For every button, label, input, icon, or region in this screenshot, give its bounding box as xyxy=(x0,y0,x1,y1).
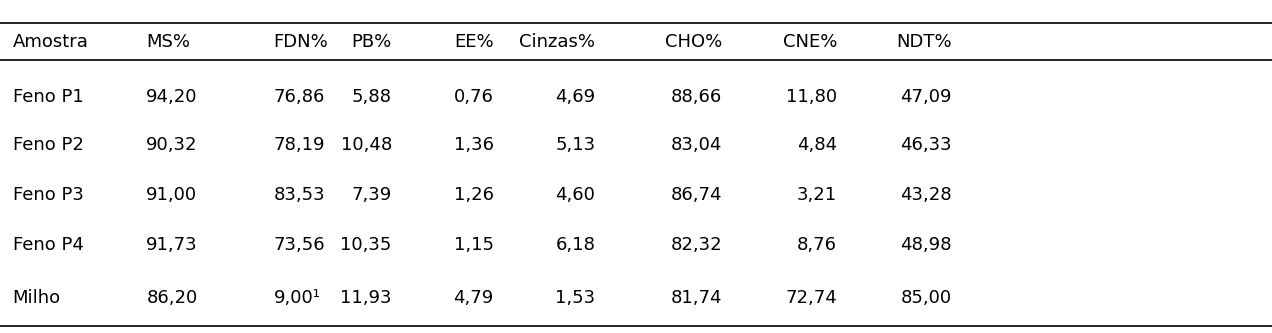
Text: 48,98: 48,98 xyxy=(901,236,951,254)
Text: Milho: Milho xyxy=(13,289,61,307)
Text: PB%: PB% xyxy=(351,33,392,51)
Text: 76,86: 76,86 xyxy=(273,88,324,106)
Text: 0,76: 0,76 xyxy=(454,88,494,106)
Text: 1,15: 1,15 xyxy=(454,236,494,254)
Text: 86,20: 86,20 xyxy=(146,289,197,307)
Text: Amostra: Amostra xyxy=(13,33,89,51)
Text: FDN%: FDN% xyxy=(273,33,328,51)
Text: Feno P1: Feno P1 xyxy=(13,88,84,106)
Text: 83,04: 83,04 xyxy=(672,136,722,154)
Text: Feno P2: Feno P2 xyxy=(13,136,84,154)
Text: 4,69: 4,69 xyxy=(555,88,595,106)
Text: 6,18: 6,18 xyxy=(556,236,595,254)
Text: CHO%: CHO% xyxy=(665,33,722,51)
Text: 1,26: 1,26 xyxy=(454,186,494,204)
Text: Feno P4: Feno P4 xyxy=(13,236,84,254)
Text: 46,33: 46,33 xyxy=(899,136,951,154)
Text: 11,80: 11,80 xyxy=(786,88,837,106)
Text: EE%: EE% xyxy=(454,33,494,51)
Text: NDT%: NDT% xyxy=(895,33,951,51)
Text: 78,19: 78,19 xyxy=(273,136,324,154)
Text: 4,79: 4,79 xyxy=(453,289,494,307)
Text: 10,35: 10,35 xyxy=(341,236,392,254)
Text: MS%: MS% xyxy=(146,33,191,51)
Text: 10,48: 10,48 xyxy=(341,136,392,154)
Text: 83,53: 83,53 xyxy=(273,186,326,204)
Text: 5,13: 5,13 xyxy=(555,136,595,154)
Text: Cinzas%: Cinzas% xyxy=(519,33,595,51)
Text: 72,74: 72,74 xyxy=(785,289,837,307)
Text: 73,56: 73,56 xyxy=(273,236,326,254)
Text: Feno P3: Feno P3 xyxy=(13,186,84,204)
Text: 86,74: 86,74 xyxy=(672,186,722,204)
Text: 85,00: 85,00 xyxy=(901,289,951,307)
Text: 1,53: 1,53 xyxy=(555,289,595,307)
Text: 91,00: 91,00 xyxy=(146,186,197,204)
Text: 1,36: 1,36 xyxy=(454,136,494,154)
Text: 88,66: 88,66 xyxy=(672,88,722,106)
Text: 11,93: 11,93 xyxy=(341,289,392,307)
Text: 4,84: 4,84 xyxy=(796,136,837,154)
Text: 47,09: 47,09 xyxy=(901,88,951,106)
Text: 91,73: 91,73 xyxy=(146,236,198,254)
Text: 94,20: 94,20 xyxy=(146,88,197,106)
Text: 4,60: 4,60 xyxy=(556,186,595,204)
Text: 3,21: 3,21 xyxy=(796,186,837,204)
Text: 90,32: 90,32 xyxy=(146,136,197,154)
Text: 7,39: 7,39 xyxy=(351,186,392,204)
Text: 43,28: 43,28 xyxy=(899,186,951,204)
Text: 9,00¹: 9,00¹ xyxy=(273,289,321,307)
Text: 8,76: 8,76 xyxy=(798,236,837,254)
Text: CNE%: CNE% xyxy=(782,33,837,51)
Text: 81,74: 81,74 xyxy=(672,289,722,307)
Text: 5,88: 5,88 xyxy=(352,88,392,106)
Text: 82,32: 82,32 xyxy=(670,236,722,254)
